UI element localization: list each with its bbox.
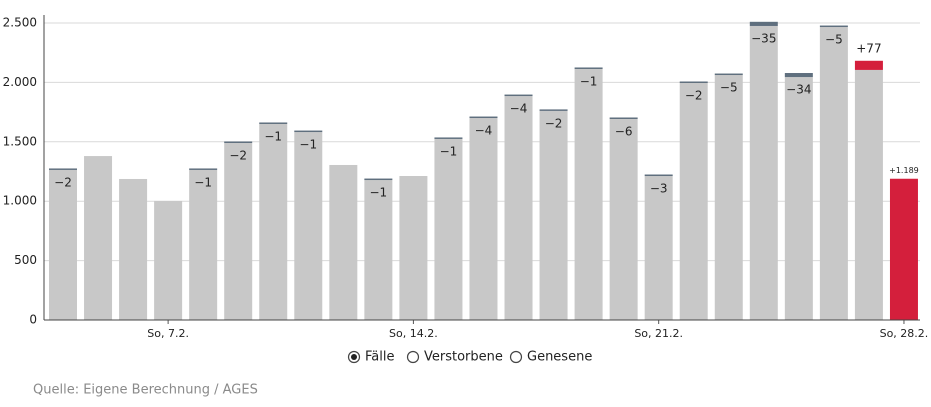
- value-label: −35: [751, 31, 776, 45]
- value-label: −1: [370, 186, 388, 200]
- bar: [154, 200, 183, 320]
- bar: [679, 82, 708, 320]
- bar: [504, 96, 533, 320]
- bar: [329, 164, 358, 320]
- legend-item[interactable]: Verstorbene: [406, 350, 503, 365]
- value-label: −2: [54, 175, 72, 189]
- value-label: −6: [615, 124, 633, 138]
- correction-segment: [644, 174, 673, 177]
- y-tick-label: 500: [14, 253, 37, 267]
- value-label: −3: [650, 182, 668, 196]
- bar: [784, 77, 813, 320]
- value-label: −2: [229, 148, 247, 162]
- correction-segment: [749, 21, 778, 26]
- x-tick-label: So, 28.2.: [880, 327, 929, 340]
- bar: [644, 176, 673, 320]
- bar: [364, 180, 393, 320]
- value-label: −1: [299, 138, 317, 152]
- value-label: −2: [545, 116, 563, 130]
- x-tick-label: So, 7.2.: [147, 327, 189, 340]
- correction-segment: [434, 137, 463, 139]
- correction-segment: [49, 168, 77, 170]
- bar: [469, 118, 498, 320]
- y-tick-label: 1.000: [3, 194, 37, 208]
- value-label: −1: [580, 74, 598, 88]
- bar: [399, 176, 428, 320]
- y-tick-label: 0: [29, 313, 37, 327]
- bar: [609, 118, 638, 320]
- legend-item[interactable]: Fälle: [347, 350, 395, 365]
- correction-segment: [574, 67, 603, 69]
- value-label: +77: [856, 41, 881, 55]
- bar: [854, 60, 883, 70]
- bar: [294, 132, 323, 320]
- bar: [84, 156, 113, 320]
- correction-segment: [714, 73, 743, 76]
- correction-segment: [679, 81, 708, 83]
- correction-segment: [539, 109, 568, 111]
- correction-segment: [364, 178, 393, 181]
- value-label: −5: [825, 33, 843, 47]
- correction-segment: [819, 25, 848, 28]
- radio-button[interactable]: [406, 350, 420, 364]
- source: Quelle: Eigene Berechnung / AGES: [33, 383, 258, 398]
- bar: [819, 27, 848, 321]
- radio-button[interactable]: [509, 350, 523, 364]
- bar: [574, 68, 603, 320]
- correction-segment: [224, 141, 253, 143]
- value-label: −5: [720, 81, 738, 95]
- x-tick-label: So, 21.2.: [634, 327, 683, 340]
- value-label: −2: [685, 88, 703, 102]
- y-tick-label: 1.500: [3, 134, 37, 148]
- legend-label: Genesene: [527, 350, 592, 365]
- bar: [854, 69, 883, 321]
- bar: [224, 142, 253, 320]
- correction-segment: [609, 117, 638, 119]
- value-label: −1: [440, 144, 458, 158]
- bar: [119, 178, 148, 320]
- value-label: −34: [786, 83, 811, 97]
- value-label: −4: [510, 102, 528, 116]
- correction-segment: [259, 122, 288, 124]
- value-label: −1: [194, 175, 212, 189]
- bar: [189, 169, 218, 320]
- value-label: −1: [264, 129, 282, 143]
- bar: [714, 75, 743, 321]
- correction-segment: [784, 73, 813, 78]
- y-tick-label: 2.000: [3, 75, 37, 89]
- correction-segment: [469, 116, 498, 119]
- bar: [259, 123, 288, 320]
- bar: [539, 110, 568, 320]
- correction-segment: [504, 94, 533, 97]
- legend-label: Fälle: [365, 350, 394, 365]
- bar: [434, 138, 463, 320]
- correction-segment: [294, 130, 323, 133]
- y-tick-label: 2.500: [3, 16, 37, 30]
- bar: [749, 25, 778, 320]
- value-label: −4: [475, 124, 493, 138]
- bar: [49, 169, 77, 320]
- value-label: +1.189: [889, 166, 919, 175]
- x-tick-label: So, 14.2.: [389, 327, 438, 340]
- bar: [889, 178, 918, 320]
- legend-item[interactable]: Genesene: [509, 350, 593, 365]
- radio-dot: [351, 354, 357, 360]
- correction-segment: [189, 168, 218, 170]
- legend-label: Verstorbene: [424, 350, 503, 365]
